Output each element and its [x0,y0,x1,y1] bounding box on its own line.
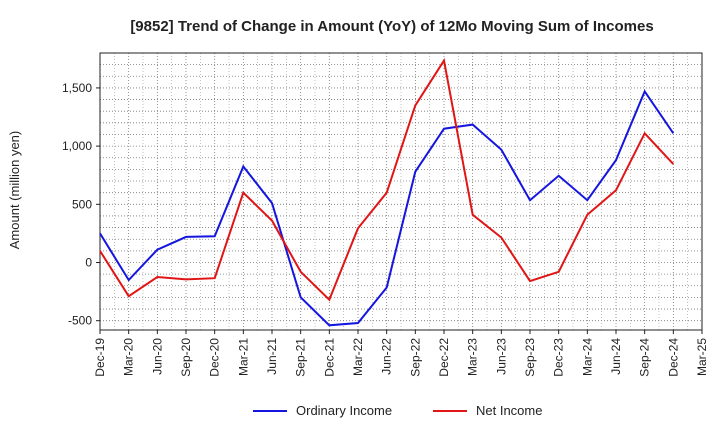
x-tick-label: Jun-21 [265,338,279,375]
net-income-line [99,57,675,302]
x-tick-label: Mar-23 [466,338,480,376]
x-tick-label: Jun-22 [380,338,394,375]
x-tick-label: Mar-22 [351,338,365,376]
x-tick-label: Mar-24 [580,338,594,376]
y-tick-label: -500 [68,314,92,328]
x-tick-label: Sep-23 [523,338,537,377]
x-tick-label: Dec-24 [666,338,680,377]
x-tick-label: Mar-21 [236,338,250,376]
x-tick-label: Sep-20 [179,338,193,377]
x-tick-label: Dec-22 [437,338,451,377]
y-tick-label: 1,500 [62,81,92,95]
x-tick-label: Dec-21 [322,338,336,377]
x-tick-label: Dec-23 [552,338,566,377]
plot-area: -500 0 500 1,000 1,500 Dec-19 Mar-20 Jun-20 Sep-… [62,52,709,377]
y-tick-label: 1,000 [62,139,92,153]
x-tick-label: Sep-24 [638,338,652,377]
plot-frame [99,52,703,331]
y-tick-label: 500 [72,197,92,211]
x-tick-label: Jun-20 [150,338,164,375]
x-tick-label: Dec-19 [93,338,107,377]
ordinary-income-line [99,89,675,327]
chart-title: [9852] Trend of Change in Amount (YoY) o… [130,18,653,35]
ordinary-income-legend-label: Ordinary Income [296,403,392,418]
x-tick-label: Jun-24 [609,338,623,375]
x-tick-label: Mar-25 [695,338,709,376]
x-tick-label: Mar-20 [122,338,136,376]
x-tick-label: Dec-20 [208,338,222,377]
y-axis-label: Amount (million yen) [7,131,22,250]
x-tick-label: Jun-23 [494,338,508,375]
x-tick-label: Sep-21 [294,338,308,377]
y-tick-label: 0 [85,255,92,269]
x-tick-label: Sep-22 [408,338,422,377]
net-income-legend-label: Net Income [476,403,542,418]
legend: Ordinary Income Net Income [253,403,542,418]
